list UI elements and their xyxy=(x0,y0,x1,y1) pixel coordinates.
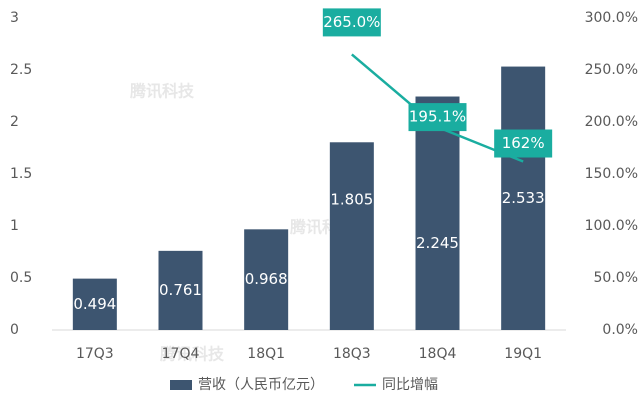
value-label: 0.761 xyxy=(159,281,202,299)
value-label-box xyxy=(322,8,381,37)
bar xyxy=(415,96,460,331)
y2-tick-label: 100.0% xyxy=(585,218,638,234)
x-tick-label: 18Q4 xyxy=(419,346,457,362)
legend-swatch xyxy=(170,380,192,390)
bar xyxy=(158,250,203,330)
x-tick-label: 18Q1 xyxy=(247,346,285,362)
legend-label: 营收（人民币亿元） xyxy=(198,377,324,393)
bar xyxy=(244,229,289,330)
y2-tick-label: 300.0% xyxy=(585,10,638,26)
value-label: 162% xyxy=(502,134,545,152)
y-tick-label: 1 xyxy=(10,218,19,234)
y-tick-label: 1.5 xyxy=(10,166,32,182)
watermark: 腾讯科技 xyxy=(130,82,195,101)
y-tick-label: 3 xyxy=(10,10,19,26)
x-tick-label: 17Q4 xyxy=(162,346,200,362)
y-tick-label: 0 xyxy=(10,322,19,338)
value-label: 2.533 xyxy=(502,189,545,207)
value-label: 0.494 xyxy=(73,295,116,313)
value-label-box xyxy=(494,129,553,158)
x-tick-label: 19Q1 xyxy=(504,346,542,362)
y2-tick-label: 200.0% xyxy=(585,114,638,130)
legend-label: 同比增幅 xyxy=(382,377,438,393)
value-label: 2.245 xyxy=(416,234,459,252)
bar xyxy=(329,142,374,330)
value-label: 195.1% xyxy=(409,108,466,126)
value-label: 265.0% xyxy=(323,13,380,31)
y-tick-label: 0.5 xyxy=(10,270,32,286)
y-tick-label: 2.5 xyxy=(10,62,32,78)
watermark: 腾讯科技 xyxy=(160,345,225,364)
value-label-box xyxy=(408,103,467,132)
y2-tick-label: 150.0% xyxy=(585,166,638,182)
bar xyxy=(501,66,546,331)
y2-tick-label: 50.0% xyxy=(594,270,638,286)
value-label: 0.968 xyxy=(245,270,288,288)
value-label: 1.805 xyxy=(330,191,373,209)
y2-tick-label: 0.0% xyxy=(602,322,638,338)
bar xyxy=(72,278,117,330)
x-tick-label: 18Q3 xyxy=(333,346,371,362)
y2-tick-label: 250.0% xyxy=(585,62,638,78)
x-tick-label: 17Q3 xyxy=(76,346,114,362)
y-tick-label: 2 xyxy=(10,114,19,130)
